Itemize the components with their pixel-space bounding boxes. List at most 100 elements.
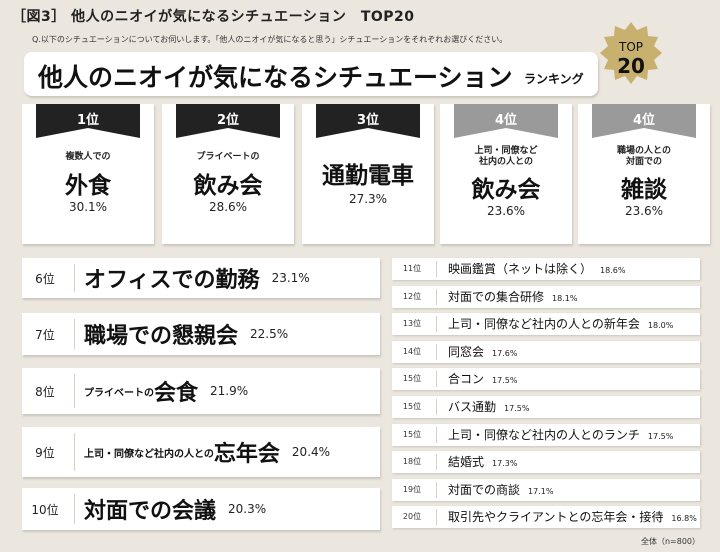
item-text: 取引先やクライアントとの忘年会・接待 16.8%: [448, 506, 697, 528]
row-divider: [74, 374, 75, 408]
ranking-banner: 他人のニオイが気になるシチュエーション ランキング: [24, 52, 598, 96]
item-value: 17.6%: [492, 348, 518, 358]
ranking-row: 12位 対面での集合研修 18.1%: [392, 285, 700, 308]
item-text: 対面での商談 17.1%: [448, 479, 553, 501]
rank-label: 15位: [402, 402, 422, 411]
rank-label: 2位: [216, 113, 240, 128]
item-main-label: 上司・同僚など社内の人との新年会: [448, 317, 640, 332]
rank-label: 10位: [31, 502, 59, 517]
item-text: 合コン 17.5%: [448, 368, 517, 390]
item-main-label: 対面での集合研修: [448, 289, 545, 304]
item-text: 映画鑑賞（ネットは除く） 18.6%: [448, 258, 625, 280]
row-divider: [436, 509, 437, 526]
ranking-row: 20位 取引先やクライアントとの忘年会・接待 16.8%: [392, 506, 700, 529]
banner-subtitle: ランキング: [524, 72, 584, 86]
row-divider: [74, 433, 75, 471]
item-text: 職場での懇親会 22.5%: [84, 313, 288, 355]
item-main-label: 上司・同僚など社内の人とのランチ: [448, 427, 640, 442]
rank-label: 15位: [402, 374, 422, 384]
rank-label: 19位: [402, 484, 422, 494]
item-main-label: 飲み会: [471, 177, 541, 203]
row-divider: [436, 426, 437, 443]
item-value: 22.5%: [250, 327, 289, 341]
rank-label: 9位: [35, 445, 55, 460]
row-divider: [436, 288, 437, 305]
row-divider: [436, 261, 437, 277]
rank-label: 4位: [494, 113, 518, 128]
item-text: 上司・同僚など社内の人との新年会 18.0%: [448, 313, 673, 335]
rank-label: 4位: [632, 113, 656, 128]
item-text: 対面での会議 20.3%: [84, 488, 266, 530]
rank-label: 8位: [35, 384, 55, 399]
ranking-row: 15位 上司・同僚など社内の人とのランチ 17.5%: [392, 423, 700, 446]
item-value: 17.1%: [528, 486, 554, 496]
item-text: 上司・同僚など社内の人とのランチ 17.5%: [448, 424, 673, 446]
item-main-label: オフィスでの勤務: [84, 268, 260, 293]
ranking-row: 13位 上司・同僚など社内の人との新年会 18.0%: [392, 313, 700, 336]
ranking-row: 15位 バス通勤 17.5%: [392, 396, 700, 418]
rank-ribbon-icon: [316, 104, 420, 138]
rank-label: 20位: [402, 512, 422, 522]
rank-label: 13位: [402, 319, 422, 329]
item-value: 21.9%: [210, 384, 249, 398]
item-value: 17.5%: [492, 376, 518, 386]
rank-card: 4位 上司・同僚など 社内の人との 飲み会 23.6%: [440, 104, 572, 244]
item-sub-label: プライベートの: [84, 387, 154, 399]
rank-label: 15位: [402, 429, 422, 439]
row-divider: [436, 371, 437, 388]
rank-label: 11位: [402, 264, 422, 273]
item-text: 上司・同僚など社内の人との 忘年会 20.4%: [84, 427, 330, 477]
item-text: プライベートの 会食 21.9%: [84, 368, 248, 414]
item-value: 18.1%: [552, 293, 578, 303]
rank-ribbon-icon: [176, 104, 280, 138]
item-main-label: 対面での会議: [84, 499, 217, 524]
item-value: 17.5%: [504, 404, 530, 413]
row-divider: [436, 316, 437, 333]
rank-label: 14位: [402, 346, 422, 356]
rank-label: 1位: [76, 113, 100, 128]
item-main-label: 外食: [65, 173, 111, 199]
item-main-label: 結婚式: [448, 455, 485, 470]
ranking-row: 19位 対面での商談 17.1%: [392, 478, 700, 501]
item-value: 27.3%: [348, 192, 388, 206]
item-main-label: 雑談: [621, 177, 667, 203]
item-text: 同窓会 17.6%: [448, 341, 517, 363]
item-text: 結婚式 17.3%: [448, 451, 517, 473]
rank-ribbon-icon: [454, 104, 558, 138]
survey-question: Q.以下のシチュエーションについてお伺いします。「他人のニオイが気になると思う」…: [32, 35, 508, 44]
item-main-label: 忘年会: [213, 442, 280, 467]
item-main-label: 合コン: [448, 372, 485, 387]
rank-ribbon-icon: [36, 104, 140, 138]
ranking-row: 6位 オフィスでの勤務 23.1%: [22, 258, 380, 298]
ranking-row: 8位 プライベートの 会食 21.9%: [22, 368, 380, 414]
item-text: オフィスでの勤務 23.1%: [84, 258, 310, 298]
item-sub-label: 上司・同僚など社内の人との: [84, 448, 214, 460]
item-main-label: 飲み会: [193, 173, 263, 199]
ranking-row: 18位 結婚式 17.3%: [392, 451, 700, 474]
ranking-row: 7位 職場での懇親会 22.5%: [22, 313, 380, 355]
rank-ribbon-icon: [592, 104, 696, 138]
item-sub-label: 複数人での: [65, 152, 111, 162]
item-value: 23.1%: [271, 271, 310, 285]
item-sub-label: 上司・同僚など社内の人との: [474, 146, 538, 167]
item-value: 20.4%: [291, 445, 331, 459]
rank-label: 3位: [356, 113, 380, 128]
item-main-label: 取引先やクライアントとの忘年会・接待: [448, 510, 664, 525]
ranking-row: 15位 合コン 17.5%: [392, 368, 700, 391]
rank-card: 3位 通勤電車 27.3%: [302, 104, 434, 244]
item-value: 17.3%: [492, 459, 518, 469]
ranking-row: 11位 映画鑑賞（ネットは除く） 18.6%: [392, 258, 700, 280]
item-main-label: 会食: [154, 381, 199, 406]
item-text: 対面での集合研修 18.1%: [448, 286, 577, 308]
item-value: 17.5%: [647, 431, 674, 441]
row-divider: [74, 319, 75, 349]
sample-note: 全体（n=800）: [640, 537, 700, 546]
ranking-row: 10位 対面での会議 20.3%: [22, 488, 380, 530]
row-divider: [436, 454, 437, 471]
rank-card: 2位 プライベートの 飲み会 28.6%: [162, 104, 294, 244]
item-value: 18.6%: [600, 266, 626, 275]
item-main-label: 同窓会: [448, 344, 485, 359]
row-divider: [436, 399, 437, 415]
item-main-label: 職場での懇親会: [84, 324, 239, 349]
item-main-label: 対面での商談: [448, 482, 521, 497]
